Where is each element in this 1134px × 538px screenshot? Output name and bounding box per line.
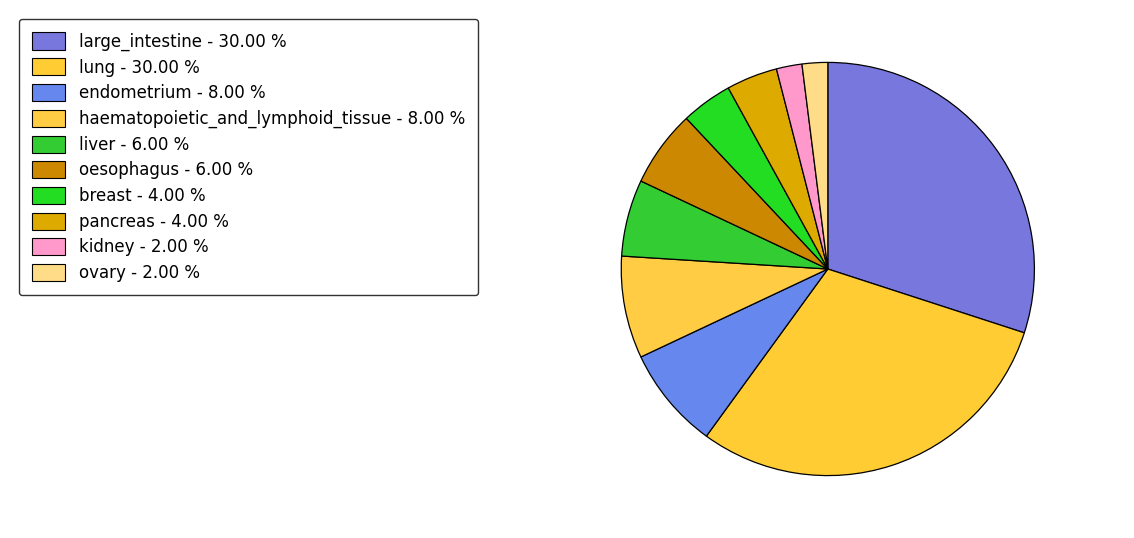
Wedge shape xyxy=(706,269,1024,476)
Wedge shape xyxy=(641,269,828,436)
Legend: large_intestine - 30.00 %, lung - 30.00 %, endometrium - 8.00 %, haematopoietic_: large_intestine - 30.00 %, lung - 30.00 … xyxy=(19,19,479,295)
Wedge shape xyxy=(728,69,828,269)
Wedge shape xyxy=(777,64,828,269)
Wedge shape xyxy=(828,62,1034,333)
Wedge shape xyxy=(686,88,828,269)
Wedge shape xyxy=(621,181,828,269)
Wedge shape xyxy=(802,62,828,269)
Wedge shape xyxy=(641,118,828,269)
Wedge shape xyxy=(621,256,828,357)
